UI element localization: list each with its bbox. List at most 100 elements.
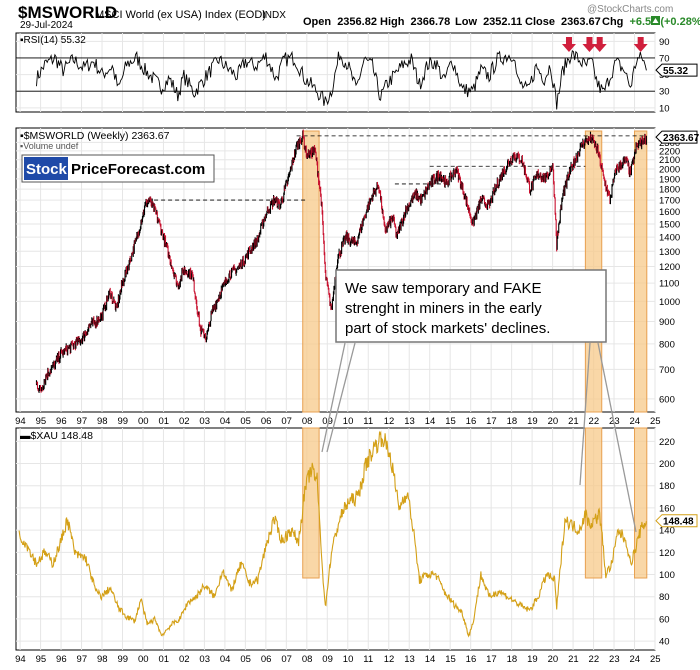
logo-part1: Stock [26, 161, 68, 178]
rsi-last-value: 55.32 [663, 66, 688, 77]
price-x-tick: 18 [507, 416, 518, 427]
price-x-tick: 04 [220, 416, 231, 427]
low-value: 2352.11 [483, 16, 522, 28]
xau-x-tick: 06 [261, 654, 272, 665]
xau-x-tick: 23 [609, 654, 620, 665]
xau-x-tick: 98 [97, 654, 108, 665]
xau-x-tick: 20 [548, 654, 559, 665]
open-label: Open [303, 16, 331, 28]
price-y-tick: 900 [659, 317, 675, 328]
xau-last-value: 148.48 [663, 517, 694, 528]
xau-frame [15, 427, 656, 651]
stockcharts-credit: @StockCharts.com [587, 4, 673, 15]
price-highlight-3 [634, 130, 648, 413]
high-value: 2366.78 [411, 16, 451, 28]
price-y-tick: 1500 [659, 219, 680, 230]
price-x-tick: 12 [384, 416, 395, 427]
price-x-tick: 98 [97, 416, 108, 427]
ohlc-change: Chg +6.53 (+0.28%) [602, 16, 700, 28]
xau-x-tick: 03 [199, 654, 210, 665]
price-x-tick: 07 [281, 416, 292, 427]
price-y-tick: 2000 [659, 165, 680, 176]
price-y-tick: 2200 [659, 146, 680, 157]
red-arrow-icon [561, 37, 576, 52]
price-x-tick: 16 [466, 416, 477, 427]
xau-x-tick: 18 [507, 654, 518, 665]
xau-highlight-1 [302, 427, 320, 579]
xau-y-tick: 60 [659, 614, 670, 625]
chg-up-icon [651, 16, 660, 25]
xau-x-tick: 25 [650, 654, 661, 665]
stockpriceforecast-logo: Stock PriceForecast.com [21, 154, 215, 183]
xau-x-tick: 95 [36, 654, 47, 665]
price-x-tick: 03 [199, 416, 210, 427]
xau-y-tick: 80 [659, 592, 670, 603]
xau-y-tick: 160 [659, 503, 675, 514]
price-last-value-box [655, 130, 698, 144]
price-x-tick: 97 [77, 416, 88, 427]
xau-y-tick: 180 [659, 481, 675, 492]
price-y-tick: 600 [659, 394, 675, 405]
price-x-tick: 02 [179, 416, 190, 427]
xau-x-tick: 08 [302, 654, 313, 665]
xau-last-value-box [655, 514, 698, 528]
rsi-y-tick: 90 [659, 37, 670, 48]
xau-x-tick: 21 [568, 654, 579, 665]
ohlc-high: High 2366.78 [380, 16, 450, 28]
price-x-tick: 96 [56, 416, 67, 427]
xau-x-tick: 17 [486, 654, 497, 665]
price-x-tick: 15 [445, 416, 456, 427]
xau-y-tick: 200 [659, 459, 675, 470]
price-legend: ▪$MSWORLD (Weekly) 2363.67 [20, 130, 170, 142]
price-x-tick: 95 [36, 416, 47, 427]
xau-x-tick: 07 [281, 654, 292, 665]
annotation-line-1: We saw temporary and FAKE [345, 280, 541, 297]
xau-x-tick: 10 [343, 654, 354, 665]
price-last-value: 2363.67 [663, 133, 700, 144]
xau-x-tick: 01 [158, 654, 169, 665]
logo-part2: PriceForecast.com [71, 161, 205, 178]
chart-index-tag: INDX [262, 10, 286, 21]
xau-x-tick: 99 [118, 654, 129, 665]
chg-label: Chg [602, 16, 623, 28]
annotation-line-3: part of stock markets' declines. [345, 320, 550, 337]
xau-y-tick: 120 [659, 548, 675, 559]
xau-y-tick: 40 [659, 637, 670, 648]
price-x-tick: 01 [158, 416, 169, 427]
xau-x-tick: 16 [466, 654, 477, 665]
xau-x-tick: 22 [589, 654, 600, 665]
ohlc-open: Open 2356.82 [303, 16, 377, 28]
xau-x-tick: 19 [527, 654, 538, 665]
price-x-tick: 00 [138, 416, 149, 427]
price-x-tick: 10 [343, 416, 354, 427]
xau-y-tick: 140 [659, 526, 675, 537]
xau-line [18, 430, 647, 638]
price-y-tick: 1200 [659, 262, 680, 273]
xau-x-tick: 09 [322, 654, 333, 665]
price-x-tick: 13 [404, 416, 415, 427]
rsi-y-tick: 10 [659, 103, 670, 114]
xau-x-tick: 02 [179, 654, 190, 665]
annotation-line-2: strenght in miners in the early [345, 300, 542, 317]
xau-x-tick: 96 [56, 654, 67, 665]
open-value: 2356.82 [337, 16, 377, 28]
rsi-y-tick: 70 [659, 53, 670, 64]
xau-x-tick: 15 [445, 654, 456, 665]
rsi-legend: ▪RSI(14) 55.32 [20, 35, 86, 46]
price-y-tick: 1600 [659, 207, 680, 218]
xau-x-tick: 24 [630, 654, 641, 665]
close-label: Close [525, 16, 555, 28]
chart-date: 29-Jul-2024 [20, 20, 73, 31]
xau-y-tick: 220 [659, 437, 675, 448]
xau-highlight-3 [634, 427, 648, 579]
price-x-tick: 11 [363, 416, 373, 427]
red-arrow-icon [633, 37, 648, 52]
red-arrow-icon [592, 37, 607, 52]
annotation-callout: We saw temporary and FAKE strenght in mi… [321, 269, 637, 533]
price-x-tick: 05 [240, 416, 251, 427]
price-y-tick: 1900 [659, 174, 680, 185]
price-x-tick: 22 [589, 416, 600, 427]
